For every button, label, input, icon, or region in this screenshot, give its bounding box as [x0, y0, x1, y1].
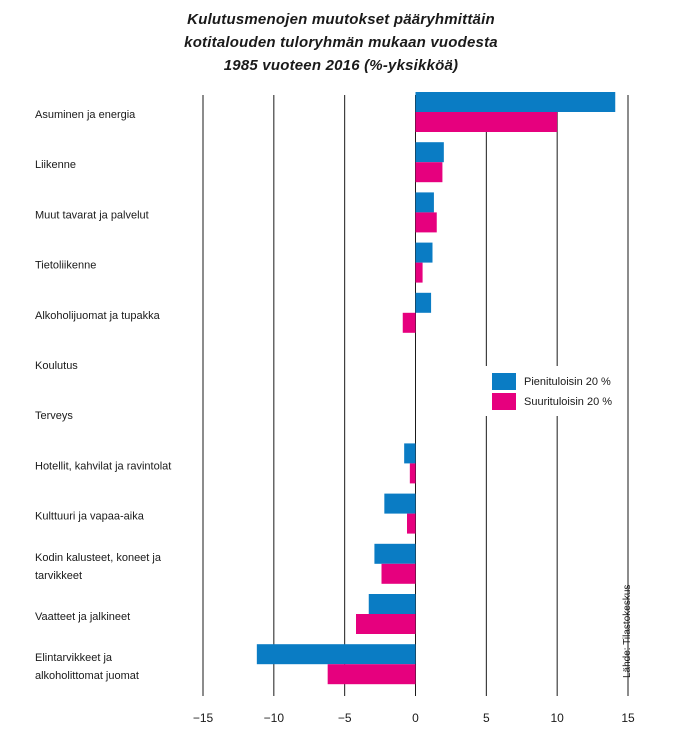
category-label: Asuminen ja energia	[35, 109, 136, 121]
bar-pienituloisin	[415, 242, 433, 263]
category-label: Liikenne	[35, 159, 76, 171]
bar-suurituloisin	[381, 563, 416, 584]
chart-title-line-2: kotitalouden tuloryhmän mukaan vuodesta	[184, 34, 498, 51]
legend-swatch	[492, 393, 516, 410]
legend-label: Suurituloisin 20 %	[524, 396, 612, 408]
bar-pienituloisin	[404, 443, 416, 464]
chart-title-line-1: Kulutusmenojen muutokset pääryhmittäin	[187, 11, 495, 28]
source-note: Lähde: Tilastokeskus	[622, 584, 633, 678]
bar-pienituloisin	[256, 644, 416, 665]
x-tick-label: 10	[550, 711, 564, 725]
x-tick-label: 5	[483, 711, 490, 725]
bar-pienituloisin	[415, 142, 444, 163]
legend-label: Pienituloisin 20 %	[524, 376, 611, 388]
bar-suurituloisin	[415, 162, 443, 183]
category-label: Muut tavarat ja palvelut	[35, 209, 149, 221]
bar-pienituloisin	[368, 594, 416, 614]
chart-title-line-3: 1985 vuoteen 2016 (%-yksikköä)	[223, 57, 459, 74]
bar-suurituloisin	[415, 112, 558, 132]
x-tick-label: −5	[338, 711, 352, 725]
bar-suurituloisin	[356, 614, 416, 634]
legend-swatch	[492, 373, 516, 390]
category-label: Elintarvikkeet ja	[35, 652, 113, 664]
bar-pienituloisin	[384, 493, 416, 514]
bar-suurituloisin	[415, 212, 437, 233]
bar-pienituloisin	[415, 92, 616, 112]
bar-suurituloisin	[409, 463, 416, 484]
category-label: Vaatteet ja jalkineet	[35, 611, 130, 623]
bar-pienituloisin	[374, 543, 416, 564]
category-label: Kulttuuri ja vapaa-aika	[35, 511, 145, 523]
x-tick-label: −10	[264, 711, 285, 725]
bar-pienituloisin	[415, 192, 434, 213]
bar-suurituloisin	[415, 262, 423, 283]
x-tick-label: 0	[412, 711, 419, 725]
category-label: Koulutus	[35, 360, 78, 372]
bar-pienituloisin	[415, 292, 432, 313]
bar-suurituloisin	[327, 664, 416, 685]
category-label: Alkoholijuomat ja tupakka	[35, 310, 161, 322]
category-label: Kodin kalusteet, koneet ja	[35, 552, 162, 564]
category-label: Tietoliikenne	[35, 260, 96, 272]
chart-title: Kulutusmenojen muutokset pääryhmittäin k…	[0, 8, 682, 77]
category-label: tarvikkeet	[35, 570, 82, 582]
category-label: alkoholittomat juomat	[35, 670, 139, 682]
category-label: Terveys	[35, 410, 73, 422]
x-tick-label: −15	[193, 711, 214, 725]
bar-suurituloisin	[407, 513, 416, 534]
category-label: Hotellit, kahvilat ja ravintolat	[35, 460, 171, 472]
bar-suurituloisin	[402, 312, 416, 333]
x-tick-label: 15	[621, 711, 635, 725]
